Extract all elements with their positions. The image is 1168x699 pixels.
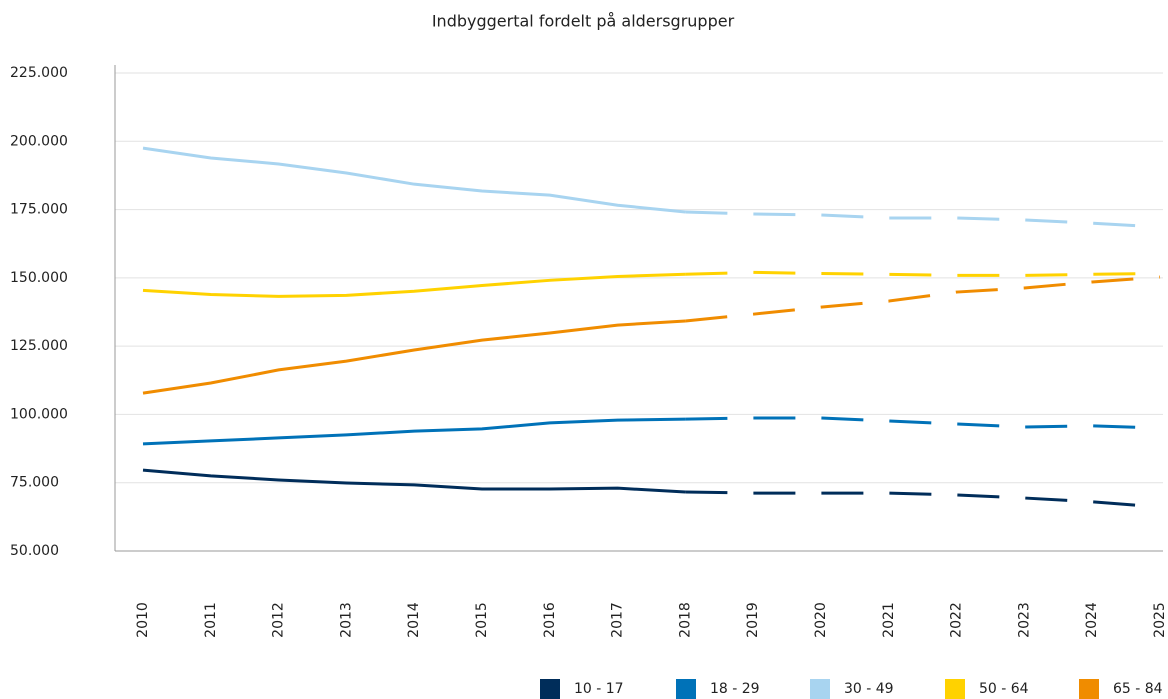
x-tick-label: 2013: [338, 602, 354, 638]
x-tick-label: 2014: [406, 602, 422, 638]
line: [142, 468, 686, 494]
x-tick-label: 2016: [542, 602, 558, 638]
y-tick-label: 125.000: [10, 338, 68, 354]
x-tick-label: 2023: [1016, 602, 1032, 638]
legend-label: 50 - 64: [979, 681, 1029, 697]
x-tick-label: 2022: [949, 602, 965, 638]
y-tick-label: 175.000: [10, 202, 68, 218]
line: [142, 417, 686, 446]
legend-label: 10 - 17: [574, 681, 624, 697]
x-tick-label: 2025: [1152, 602, 1168, 638]
x-tick-label: 2020: [813, 602, 829, 638]
line: [142, 272, 686, 298]
x-tick-label: 2024: [1084, 602, 1100, 638]
x-tick-label: 2010: [135, 602, 151, 638]
line: [142, 146, 686, 214]
y-tick-label: 200.000: [10, 133, 68, 149]
x-tick-label: 2015: [474, 602, 490, 638]
line-projection: [685, 490, 1161, 509]
y-tick-label: 225.000: [10, 65, 68, 81]
x-tick-label: 2011: [203, 602, 219, 638]
legend-label: 18 - 29: [710, 681, 760, 697]
legend-label: 30 - 49: [844, 681, 894, 697]
legend-swatch: [810, 679, 830, 699]
x-tick-label: 2017: [610, 602, 626, 638]
line-projection: [685, 275, 1161, 323]
y-tick-label: 50.000: [10, 543, 59, 559]
legend-swatch: [945, 679, 965, 699]
y-tick-label: 75.000: [10, 475, 59, 491]
x-tick-label: 2018: [677, 602, 693, 638]
line-projection: [685, 416, 1161, 430]
x-tick-label: 2021: [881, 602, 897, 638]
y-tick-label: 150.000: [10, 270, 68, 286]
line: [142, 319, 686, 395]
line-projection: [685, 210, 1161, 229]
line-projection: [685, 270, 1161, 277]
legend-swatch: [1079, 679, 1099, 699]
x-tick-label: 2012: [271, 602, 287, 638]
x-tick-label: 2019: [745, 602, 761, 638]
y-tick-label: 100.000: [10, 406, 68, 422]
legend-swatch: [676, 679, 696, 699]
legend-swatch: [540, 679, 560, 699]
legend-label: 65 - 84: [1113, 681, 1163, 697]
chart-title: Indbyggertal fordelt på aldersgrupper: [432, 12, 735, 31]
